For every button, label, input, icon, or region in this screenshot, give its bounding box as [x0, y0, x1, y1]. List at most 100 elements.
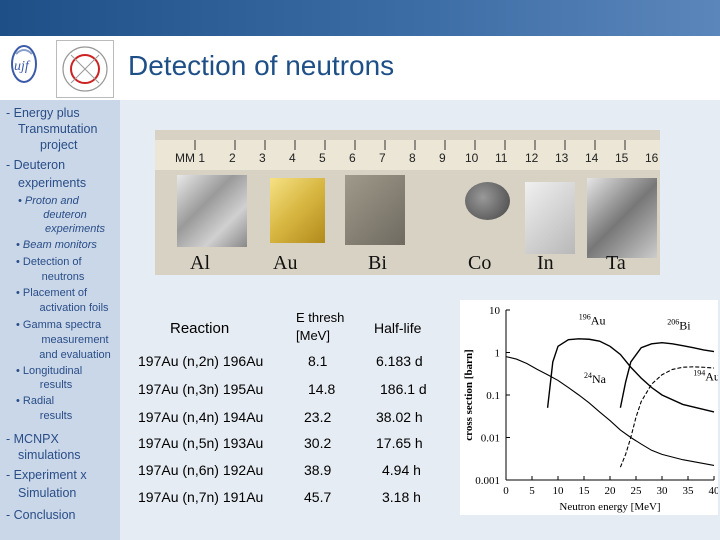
ruler-number: 6 — [349, 151, 356, 165]
sidebar-item-experiments[interactable]: experiments — [18, 176, 87, 190]
label-al: Al — [190, 252, 210, 274]
x-tick-label: 5 — [529, 485, 535, 497]
table-row-reaction: 197Au (n,7n) 191Au — [138, 489, 264, 505]
header-half-life: Half-life — [374, 320, 422, 336]
sidebar-subitem-longitudinal[interactable]: • Longitudinal — [16, 365, 83, 377]
x-tick-label: 40 — [709, 485, 719, 497]
ruler-number: 14 — [585, 151, 599, 165]
table-row-half-life: 17.65 h — [376, 435, 423, 451]
table-row-e: 45.7 — [304, 489, 332, 505]
sidebar-item-deuteron[interactable]: - Deuteron — [6, 158, 66, 172]
label-ta: Ta — [606, 252, 626, 274]
sidebar-subitem-placement[interactable]: • Placement of — [16, 287, 88, 299]
x-tick-label: 15 — [579, 485, 591, 497]
series-194au-line — [619, 366, 715, 468]
y-axis-label: cross section [barn] — [463, 349, 475, 440]
table-row-reaction: 197Au (n,3n) 195Au — [138, 381, 264, 397]
sidebar-subitem-activation-foils: activation foils — [39, 302, 109, 314]
co-foil — [465, 182, 510, 220]
sidebar: - Energy plus Transmutation project - De… — [0, 100, 120, 540]
table-row-half-life: 186.1 d — [380, 381, 427, 397]
page-title: Detection of neutrons — [128, 50, 395, 81]
x-tick-label: 25 — [631, 485, 643, 497]
kjf-fi-logo — [56, 40, 114, 98]
ruler-number: 2 — [229, 151, 236, 165]
sidebar-subitem-neutrons: neutrons — [41, 271, 85, 283]
sidebar-subitem-proton[interactable]: • Proton and — [18, 195, 79, 207]
sidebar-subitem-measurement: measurement — [41, 334, 109, 346]
y-tick-label: 1 — [495, 348, 501, 360]
label-206bi: 206Bi — [667, 317, 691, 332]
top-band — [0, 0, 720, 36]
ruler-number: MM 1 — [175, 151, 205, 165]
table-row-reaction: 197Au (n,5n) 193Au — [138, 435, 264, 451]
label-24na: 24Na — [584, 371, 607, 386]
label-bi: Bi — [368, 252, 387, 274]
y-tick-label: 0.01 — [481, 433, 500, 445]
sidebar-subitem-radial-results: results — [39, 410, 73, 422]
ruler-number: 15 — [615, 151, 629, 165]
svg-text:ujf: ujf — [14, 59, 31, 74]
sidebar-subitem-experiments: experiments — [45, 223, 105, 235]
header — [0, 36, 720, 100]
ruler-number: 9 — [439, 151, 446, 165]
table-row-e: 38.9 — [304, 462, 332, 478]
y-tick-label: 0.001 — [475, 475, 500, 487]
header-e-thresh: E thresh — [296, 310, 345, 325]
sidebar-subitem-detection[interactable]: • Detection of — [16, 256, 82, 268]
table-row-reaction: 197Au (n,6n) 192Au — [138, 462, 264, 478]
x-tick-label: 30 — [657, 485, 669, 497]
cross-section-chart: 0 5 10 15 20 25 30 35 40 10 1 0.1 0.01 0.001 Neutron e… — [460, 300, 720, 515]
ruler-number: 13 — [555, 151, 569, 165]
header-e-unit: [MeV] — [296, 328, 330, 343]
x-tick-label: 0 — [503, 485, 509, 497]
label-in: In — [537, 252, 554, 274]
table-row-e: 8.1 — [308, 353, 328, 369]
sidebar-item-conclusion[interactable]: - Conclusion — [6, 508, 76, 522]
sidebar-item-project[interactable]: project — [40, 138, 78, 152]
x-axis-label: Neutron energy [MeV] — [559, 501, 660, 513]
ruler-number: 3 — [259, 151, 266, 165]
series-206bi-line — [619, 342, 715, 408]
sidebar-subitem-evaluation: and evaluation — [39, 349, 111, 361]
ruler-number: 5 — [319, 151, 326, 165]
y-tick-label: 10 — [489, 305, 501, 317]
bi-foil — [345, 175, 405, 245]
sidebar-subitem-gamma-spectra[interactable]: • Gamma spectra — [16, 319, 102, 331]
sidebar-item-transmutation[interactable]: Transmutation — [18, 122, 98, 136]
table-row-half-life: 4.94 h — [382, 462, 421, 478]
institute-logo: ujf — [8, 42, 40, 86]
label-co: Co — [468, 252, 492, 274]
x-tick-label: 35 — [683, 485, 695, 497]
sidebar-item-simulations: simulations — [18, 448, 81, 462]
table-row-reaction: 197Au (n,2n) 196Au — [138, 353, 264, 369]
ruler-number: 7 — [379, 151, 386, 165]
sidebar-subitem-longitudinal-results: results — [39, 379, 73, 391]
x-tick-label: 10 — [553, 485, 565, 497]
table-row-half-life: 38.02 h — [376, 409, 423, 425]
ruler-number: 4 — [289, 151, 296, 165]
label-196au: 196Au — [579, 313, 606, 328]
sidebar-item-experiment-x[interactable]: - Experiment x — [6, 468, 87, 482]
foils-photo: MM 1 2 3 4 5 6 7 8 9 10 11 12 13 14 15 1… — [155, 130, 660, 275]
ruler-number: 10 — [465, 151, 479, 165]
ruler-number: 8 — [409, 151, 416, 165]
ta-foil — [587, 178, 657, 258]
series-196au-line — [546, 338, 715, 413]
sidebar-subitem-radial[interactable]: • Radial — [16, 395, 55, 407]
table-row-e: 23.2 — [304, 409, 332, 425]
table-row-half-life: 6.183 d — [376, 353, 423, 369]
sidebar-item-simulation: Simulation — [18, 486, 77, 500]
ruler: MM 1 2 3 4 5 6 7 8 9 10 11 12 13 14 15 1… — [155, 140, 660, 170]
sidebar-item-energy-plus[interactable]: - Energy plus — [6, 106, 80, 120]
header-reaction: Reaction — [170, 320, 230, 337]
in-foil — [525, 182, 575, 254]
label-194au: 194Au — [693, 368, 718, 383]
x-tick-label: 20 — [605, 485, 617, 497]
sidebar-item-mcnpx[interactable]: - MCNPX — [6, 432, 59, 446]
al-foil — [177, 175, 247, 247]
sidebar-subitem-beam-monitors[interactable]: • Beam monitors — [16, 239, 97, 251]
ruler-number: 12 — [525, 151, 539, 165]
ruler-number: 16 — [645, 151, 659, 165]
ruler-number: 11 — [495, 151, 508, 165]
